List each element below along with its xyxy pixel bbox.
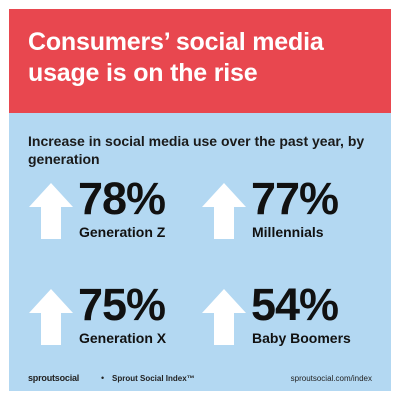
stat-label: Millennials — [252, 224, 324, 240]
footer-index-label: Sprout Social Index™ — [112, 374, 195, 383]
stat-baby-boomers: 54% Baby Boomers — [202, 281, 382, 357]
stat-generation-x: 75% Generation X — [29, 281, 209, 357]
up-arrow-icon — [29, 183, 73, 239]
subtitle: Increase in social media use over the pa… — [28, 133, 365, 167]
headline: Consumers’ social media usage is on the … — [28, 28, 324, 87]
footer-separator: • — [101, 373, 105, 383]
stat-label: Generation X — [79, 330, 167, 346]
stat-value: 78% — [78, 173, 166, 224]
stat-value: 75% — [78, 279, 166, 330]
stat-value: 77% — [251, 173, 339, 224]
sprout-social-logo: sproutsocial — [28, 373, 80, 383]
stat-label: Baby Boomers — [252, 330, 351, 346]
up-arrow-icon — [202, 289, 246, 345]
headline-banner: Consumers’ social media usage is on the … — [9, 9, 391, 113]
footer-url: sproutsocial.com/index — [290, 374, 372, 383]
stat-label: Generation Z — [79, 224, 166, 240]
infographic-card: Consumers’ social media usage is on the … — [9, 9, 391, 391]
up-arrow-icon — [202, 183, 246, 239]
stat-generation-z: 78% Generation Z — [29, 175, 209, 251]
up-arrow-icon — [29, 289, 73, 345]
stat-value: 54% — [251, 279, 339, 330]
stat-millennials: 77% Millennials — [202, 175, 382, 251]
